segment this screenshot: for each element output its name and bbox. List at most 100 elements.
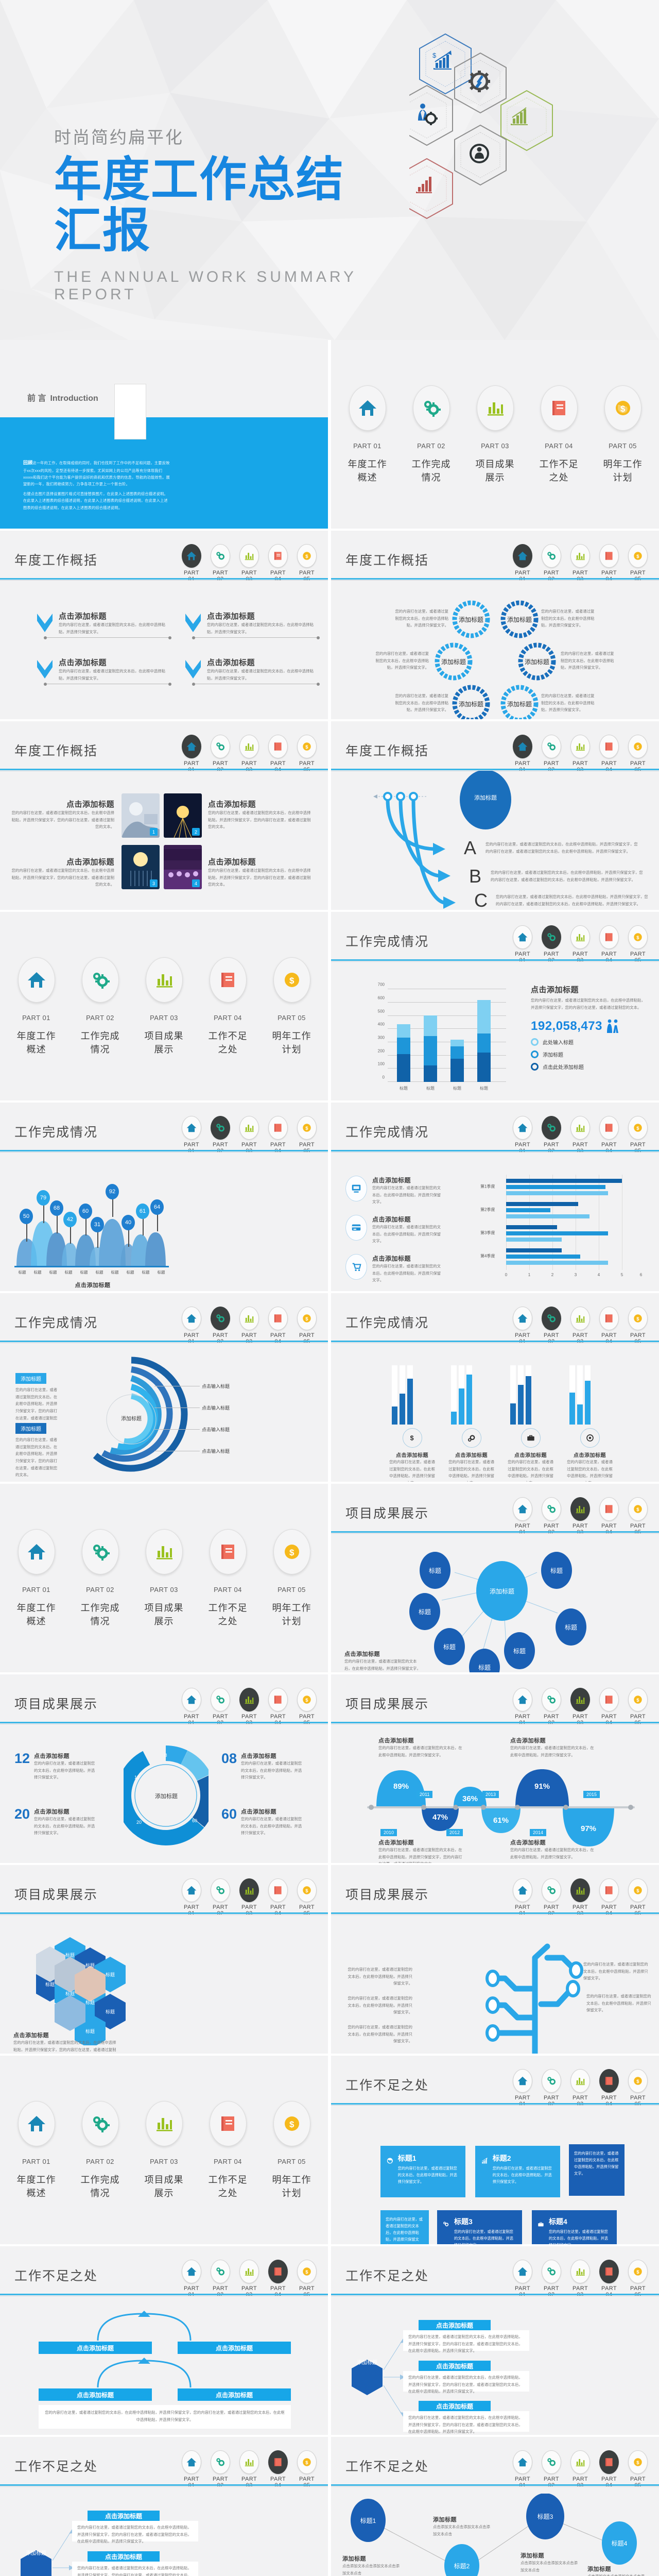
nav-item-5[interactable]: $PART 05 [626, 1307, 650, 1345]
nav-item-2[interactable]: PART 02 [209, 735, 232, 773]
slide-work-completion-hills[interactable]: 工作完成情况 PART 01 PART 02 PART 03 PART 04 $… [0, 1103, 330, 1293]
nav-item-1[interactable]: PART 01 [180, 2260, 203, 2298]
section-item-4[interactable]: PART 04 工作不足之处 [204, 2100, 252, 2199]
nav-item-2[interactable]: PART 02 [540, 2069, 563, 2107]
hexlist-band-1[interactable]: 点击添加标题 [88, 2511, 160, 2521]
nav-item-5[interactable]: $PART 05 [295, 735, 319, 773]
contents-item-3[interactable]: PART 03 项目成果展示 [472, 385, 519, 484]
nav-item-2[interactable]: PART 02 [540, 925, 563, 963]
nav-item-2[interactable]: PART 02 [209, 2450, 232, 2488]
nav-item-4[interactable]: PART 04 [597, 1878, 621, 1917]
slide-introduction[interactable]: 前 言 Introduction 回顾这一年的工作，在取得成绩的同时，我们也找到了… [0, 340, 330, 531]
slide-project-results-percent-hills[interactable]: 项目成果展示 PART 01 PART 02 PART 03 PART 04 $… [330, 1674, 659, 1865]
section-item-1[interactable]: PART 01 年度工作概述 [13, 957, 60, 1056]
callout-card-note-right[interactable]: 您的内容打在这里，或者通过复制您的文本后，在此框中选择粘贴，并选择只保留文字。 [569, 2144, 625, 2196]
nav-item-4[interactable]: PART 04 [266, 2450, 290, 2488]
nav-item-2[interactable]: PART 02 [209, 544, 232, 582]
nav-item-5[interactable]: $PART 05 [626, 1688, 650, 1726]
slide-annual-overview-abc[interactable]: 年度工作概括 PART 01 PART 02 PART 03 PART 04 $… [330, 721, 659, 912]
nav-item-2[interactable]: PART 02 [209, 1878, 232, 1917]
callout-card-4[interactable]: 标题4 您的内容打在这里，或者通过复制您的文本后，在此框中选择粘贴，并选择只保留… [532, 2210, 617, 2244]
nav-item-1[interactable]: PART 01 [511, 2450, 534, 2488]
nav-item-4[interactable]: PART 04 [597, 1307, 621, 1345]
section-item-3[interactable]: PART 03 项目成果展示 [141, 1529, 188, 1628]
slide-project-results-tree[interactable]: 项目成果展示 PART 01 PART 02 PART 03 PART 04 $… [330, 1865, 659, 2056]
nav-item-4[interactable]: PART 04 [266, 2260, 290, 2298]
nav-item-1[interactable]: PART 01 [511, 735, 534, 773]
nav-item-1[interactable]: PART 01 [180, 1307, 203, 1345]
nav-item-3[interactable]: PART 03 [568, 1307, 592, 1345]
nav-item-4[interactable]: PART 04 [266, 544, 290, 582]
slide-shortcomings-hexlist[interactable]: 工作不足之处 PART 01 PART 02 PART 03 PART 04 $… [0, 2437, 330, 2576]
band-3[interactable]: 点击添加标题 [39, 2388, 152, 2401]
nav-item-3[interactable]: PART 03 [568, 1116, 592, 1154]
hexlist-band-2[interactable]: 点击添加标题 [88, 2551, 160, 2562]
slide-shortcomings-arrows[interactable]: 工作不足之处 PART 01 PART 02 PART 03 PART 04 $… [330, 2246, 659, 2437]
nav-item-3[interactable]: PART 03 [237, 1878, 261, 1917]
nav-item-1[interactable]: PART 01 [511, 2260, 534, 2298]
nav-item-1[interactable]: PART 01 [511, 1307, 534, 1345]
nav-item-1[interactable]: PART 01 [511, 544, 534, 582]
band-1[interactable]: 点击添加标题 [39, 2342, 152, 2354]
nav-item-3[interactable]: PART 03 [237, 735, 261, 773]
nav-item-4[interactable]: PART 04 [597, 1497, 621, 1535]
nav-item-1[interactable]: PART 01 [511, 1497, 534, 1535]
nav-item-1[interactable]: PART 01 [511, 2069, 534, 2107]
nav-item-2[interactable]: PART 02 [209, 1688, 232, 1726]
nav-item-2[interactable]: PART 02 [540, 544, 563, 582]
nav-item-2[interactable]: PART 02 [209, 1307, 232, 1345]
slide-shortcomings-cards[interactable]: 工作不足之处 PART 01 PART 02 PART 03 PART 04 $… [330, 2056, 659, 2246]
section-item-2[interactable]: PART 02 工作完成情况 [77, 957, 124, 1056]
slide-shortcomings-ovals[interactable]: 工作不足之处 PART 01 PART 02 PART 03 PART 04 $… [330, 2437, 659, 2576]
nav-item-5[interactable]: $PART 05 [295, 2260, 319, 2298]
nav-item-1[interactable]: PART 01 [180, 735, 203, 773]
arrow-band-2[interactable]: 点击添加标题 [419, 2361, 491, 2371]
nav-item-3[interactable]: PART 03 [237, 1688, 261, 1726]
contents-item-4[interactable]: PART 04 工作不足之处 [535, 385, 583, 484]
nav-item-5[interactable]: $PART 05 [295, 2450, 319, 2488]
nav-item-4[interactable]: PART 04 [597, 925, 621, 963]
nav-item-3[interactable]: PART 03 [237, 1116, 261, 1154]
nav-item-4[interactable]: PART 04 [266, 1307, 290, 1345]
nav-item-3[interactable]: PART 03 [568, 2260, 592, 2298]
nav-item-4[interactable]: PART 04 [597, 735, 621, 773]
nav-item-5[interactable]: $PART 05 [295, 1307, 319, 1345]
nav-item-3[interactable]: PART 03 [237, 2450, 261, 2488]
section-item-3[interactable]: PART 03 项目成果展示 [141, 957, 188, 1056]
nav-item-3[interactable]: PART 03 [568, 2069, 592, 2107]
nav-item-5[interactable]: $PART 05 [626, 544, 650, 582]
nav-item-1[interactable]: PART 01 [511, 925, 534, 963]
nav-item-3[interactable]: PART 03 [237, 1307, 261, 1345]
nav-item-2[interactable]: PART 02 [540, 1878, 563, 1917]
nav-item-3[interactable]: PART 03 [237, 2260, 261, 2298]
section-item-5[interactable]: $ PART 05 明年工作计划 [268, 957, 316, 1056]
nav-item-2[interactable]: PART 02 [540, 2260, 563, 2298]
slide-project-results-hexgrid[interactable]: 项目成果展示 PART 01 PART 02 PART 03 PART 04 $… [0, 1865, 330, 2056]
nav-item-4[interactable]: PART 04 [597, 2069, 621, 2107]
nav-item-2[interactable]: PART 02 [209, 2260, 232, 2298]
arrow-band-3[interactable]: 点击添加标题 [419, 2401, 491, 2411]
callout-card-1[interactable]: 标题1 您的内容打在这里，或者通过复制您的文本后，在此框中选择粘贴，并选择只保留… [380, 2146, 465, 2197]
nav-item-1[interactable]: PART 01 [180, 544, 203, 582]
nav-item-5[interactable]: $PART 05 [295, 1688, 319, 1726]
nav-item-3[interactable]: PART 03 [568, 544, 592, 582]
slide-section-divider-3[interactable]: PART 01 年度工作概述 PART 02 工作完成情况 PART 03 项目… [0, 1484, 330, 1674]
nav-item-3[interactable]: PART 03 [568, 735, 592, 773]
slide-annual-overview-images[interactable]: 年度工作概括 PART 01 PART 02 PART 03 PART 04 $… [0, 721, 330, 912]
slide-project-results-network[interactable]: 项目成果展示 PART 01 PART 02 PART 03 PART 04 $… [330, 1484, 659, 1674]
callout-card-note-left[interactable]: 您的内容打在这里，或者通过复制您的文本后，在此框中选择粘贴，并选择只保留文字。 [380, 2210, 429, 2244]
nav-item-5[interactable]: $PART 05 [626, 735, 650, 773]
band-2[interactable]: 点击添加标题 [178, 2342, 291, 2354]
nav-item-3[interactable]: PART 03 [568, 2450, 592, 2488]
slide-annual-overview-chevrons[interactable]: 年度工作概括 PART 01 PART 02 PART 03 PART 04 [0, 531, 330, 721]
slide-shortcomings-bands[interactable]: 工作不足之处 PART 01 PART 02 PART 03 PART 04 $… [0, 2246, 330, 2437]
nav-item-5[interactable]: $PART 05 [295, 1116, 319, 1154]
slide-project-results-donut[interactable]: 项目成果展示 PART 01 PART 02 PART 03 PART 04 $… [0, 1674, 330, 1865]
nav-item-5[interactable]: $PART 05 [626, 2069, 650, 2107]
section-item-1[interactable]: PART 01 年度工作概述 [13, 2100, 60, 2199]
slide-section-divider-2[interactable]: PART 01 年度工作概述 PART 02 工作完成情况 PART 03 项目… [0, 912, 330, 1103]
slide-table-of-contents[interactable]: PART 01 年度工作概述 PART 02 工作完成情况 [330, 340, 659, 531]
nav-item-5[interactable]: $PART 05 [626, 1497, 650, 1535]
nav-item-4[interactable]: PART 04 [597, 1688, 621, 1726]
slide-work-completion-columns[interactable]: 工作完成情况 PART 01 PART 02 PART 03 PART 04 $… [330, 1293, 659, 1484]
